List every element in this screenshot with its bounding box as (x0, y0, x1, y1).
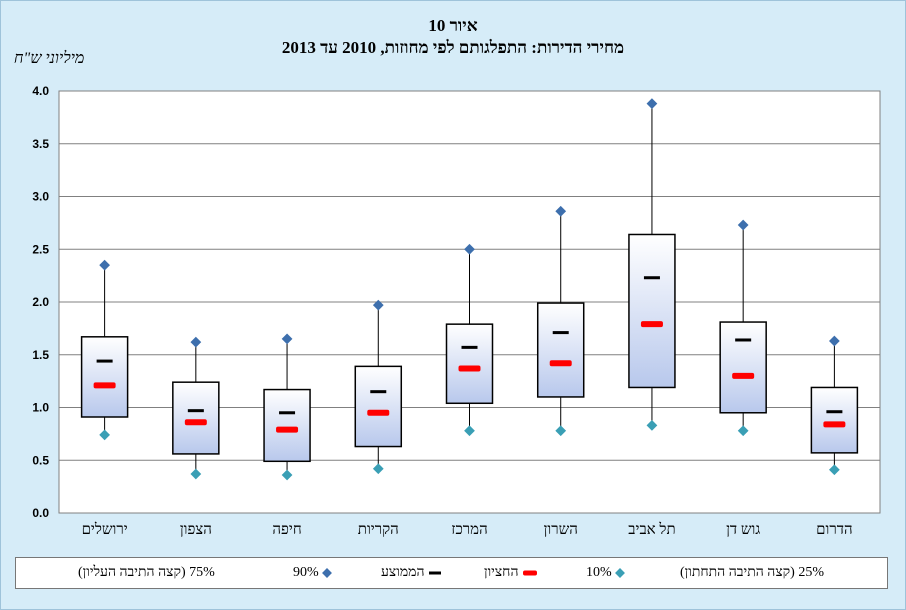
box-body (628, 233, 676, 389)
x-tick-label: גוש דן (726, 522, 760, 538)
legend-p90: 90% (293, 565, 333, 581)
y-tick-label: 1.0 (32, 401, 49, 415)
p90-marker (372, 299, 384, 311)
x-tick-label: הקריות (358, 522, 399, 538)
p10-marker (372, 463, 384, 475)
x-tick-label: הצפון (180, 522, 212, 538)
y-axis-units-label: מיליוני ש"ח (14, 50, 85, 67)
legend-p10: 10% (586, 565, 626, 581)
chart-title: מחירי הדירות: התפלגותם לפי מחוזות, 2010 … (281, 38, 625, 57)
median-marker (458, 365, 481, 372)
x-tick-label: תל אביב (628, 521, 675, 538)
p90-marker (555, 205, 567, 217)
legend-median: החציון (484, 565, 538, 581)
legend-median-marker (523, 570, 537, 576)
median-marker (732, 372, 755, 379)
box-body (172, 381, 220, 455)
x-tick-label: הדרום (816, 522, 852, 538)
median-marker (549, 360, 572, 367)
box-group (263, 333, 311, 481)
y-tick-label: 3.5 (32, 137, 49, 151)
p10-marker (190, 468, 202, 480)
mean-marker (735, 338, 752, 342)
p90-marker (190, 336, 202, 348)
median-marker (276, 426, 299, 433)
p10-marker (464, 425, 475, 437)
box-group (80, 259, 129, 441)
mean-marker (826, 410, 843, 414)
box-plot-chart: 0.0 0.5 1.0 1.5 2.0 2.5 3.0 3.5 4.0 ירושלים הצפון… (32, 84, 881, 538)
y-tick-label: 2.0 (32, 295, 49, 309)
p10-marker (829, 464, 840, 476)
box-body (536, 302, 585, 398)
legend: 75% (קצה התיבה העליון) 90% הממוצע החציון… (15, 557, 888, 589)
x-tick-label: המרכז (451, 522, 487, 538)
legend-mean-marker (429, 571, 441, 575)
box-group (172, 336, 220, 480)
p10-marker (646, 420, 658, 431)
box-group (628, 98, 676, 431)
median-marker (93, 382, 116, 389)
p10-marker (555, 425, 567, 437)
legend-p75: 75% (קצה התיבה העליון) (78, 565, 215, 580)
x-axis-tick-labels: ירושלים הצפון חיפה הקריות המרכז השרון תל אביב ג… (82, 521, 853, 538)
box-group (536, 205, 585, 437)
mean-marker (279, 411, 296, 415)
legend-p25: 25% (קצה התיבה התחתון) (680, 565, 825, 580)
x-tick-label: ירושלים (82, 521, 128, 538)
box-body (445, 323, 494, 405)
x-tick-label: חיפה (272, 522, 301, 538)
box-body (719, 321, 767, 414)
y-tick-label: 0.5 (32, 453, 49, 467)
legend-mean: הממוצע (381, 565, 442, 581)
mean-marker (643, 276, 660, 280)
chart-figure-number: איור 10 (428, 16, 478, 35)
box-group (810, 335, 859, 476)
box-group (719, 219, 767, 437)
box-body (80, 336, 129, 418)
box-body (354, 365, 403, 448)
y-tick-label: 0.0 (32, 506, 49, 520)
y-axis-tick-labels: 0.0 0.5 1.0 1.5 2.0 2.5 3.0 3.5 4.0 (32, 84, 49, 520)
p90-marker (281, 333, 293, 345)
p90-marker (464, 243, 475, 255)
y-tick-label: 4.0 (32, 84, 49, 98)
y-tick-label: 1.5 (32, 348, 49, 362)
box-group (354, 299, 403, 475)
mean-marker (370, 390, 387, 394)
x-tick-label: השרון (544, 522, 578, 538)
legend-p10-marker (615, 567, 626, 578)
median-marker (823, 421, 846, 428)
box-group (445, 243, 494, 437)
y-tick-label: 2.5 (32, 242, 49, 256)
p90-marker (99, 259, 110, 271)
y-tick-label: 3.0 (32, 190, 49, 204)
p10-marker (737, 425, 749, 437)
mean-marker (96, 359, 113, 363)
mean-marker (187, 409, 204, 413)
mean-marker (461, 345, 478, 349)
mean-marker (552, 331, 569, 335)
box-body (263, 388, 311, 463)
box-body (810, 386, 859, 454)
legend-p90-marker (322, 567, 333, 578)
boxes (80, 98, 859, 481)
p10-marker (281, 469, 293, 481)
median-marker (184, 419, 207, 426)
median-marker (367, 409, 390, 416)
p90-marker (737, 219, 749, 231)
median-marker (640, 321, 663, 328)
